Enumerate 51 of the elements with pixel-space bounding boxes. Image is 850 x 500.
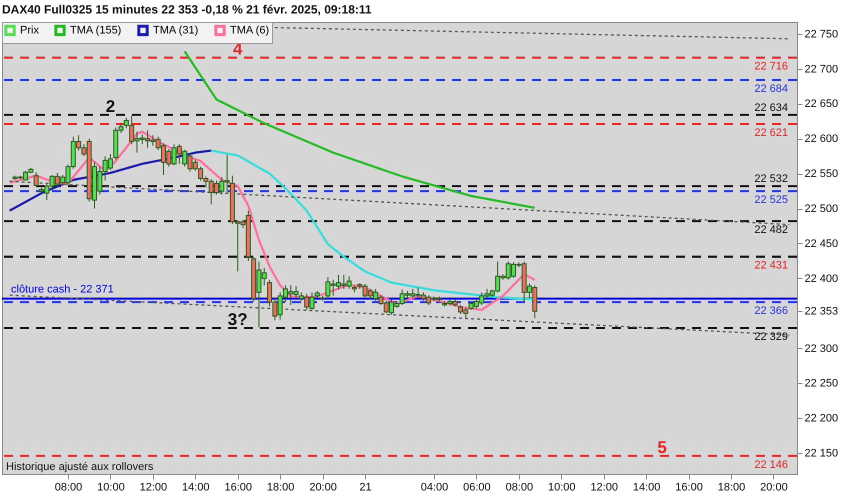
ref-line-label: clôture cash - 22 371 xyxy=(11,284,114,296)
ref-line-label: 22 431 xyxy=(754,260,788,272)
ref-line-label: 22 716 xyxy=(754,60,788,73)
y-tick-label: 22 500 xyxy=(804,203,838,216)
ref-line-label: 22 621 xyxy=(754,126,788,139)
ref-line-label: 22 684 xyxy=(754,82,788,95)
x-tick-label: 20:00 xyxy=(309,482,337,494)
x-tick-label: 16:00 xyxy=(224,482,252,494)
x-tick-label: 20:00 xyxy=(760,482,788,494)
ref-line-label: 22 532 xyxy=(754,173,788,186)
x-tick-label: 12:00 xyxy=(590,482,618,494)
x-tick-label: 08:00 xyxy=(54,482,82,494)
legend-label: TMA (6) xyxy=(230,24,270,36)
y-tick-label: 22 150 xyxy=(804,448,838,460)
x-tick-label: 21 xyxy=(359,482,372,494)
ref-line-label: 22 329 xyxy=(754,330,788,343)
x-tick-label: 14:00 xyxy=(182,482,210,494)
x-tick-label: 14:00 xyxy=(632,482,660,494)
y-tick-label: 22 550 xyxy=(804,168,838,180)
y-tick-label: 22 450 xyxy=(804,238,838,250)
y-tick-label: 22 600 xyxy=(804,133,838,146)
annotation: 5 xyxy=(657,438,667,457)
x-tick-label: 06:00 xyxy=(463,482,491,494)
annotation: Historique ajusté aux rollovers xyxy=(6,461,154,473)
ref-line-label: 22 525 xyxy=(754,194,788,206)
ref-line-label: 22 366 xyxy=(754,305,788,318)
x-tick-label: 18:00 xyxy=(266,482,294,494)
ref-line-label: 22 634 xyxy=(754,102,788,114)
y-tick-label: 22 750 xyxy=(804,28,838,40)
annotation: 2 xyxy=(106,96,116,116)
ref-line-label: 22 146 xyxy=(754,458,788,471)
ref-line-label: 22 482 xyxy=(754,224,788,236)
y-tick-label: 22 353 xyxy=(804,306,838,318)
y-tick-label: 22 300 xyxy=(804,342,838,355)
y-tick-label: 22 400 xyxy=(804,272,838,285)
y-tick-label: 22 650 xyxy=(804,98,838,110)
y-tick-label: 22 200 xyxy=(804,412,838,425)
y-tick-label: 22 250 xyxy=(804,378,838,390)
x-tick-label: 16:00 xyxy=(675,482,703,494)
y-tick-label: 22 700 xyxy=(804,63,838,76)
legend-label: Prix xyxy=(20,24,40,36)
x-tick-label: 18:00 xyxy=(718,482,746,494)
legend-label: TMA (31) xyxy=(153,24,198,36)
legend-label: TMA (155) xyxy=(70,24,122,36)
x-tick-label: 10:00 xyxy=(97,482,125,494)
x-tick-label: 08:00 xyxy=(506,482,534,494)
x-tick-label: 12:00 xyxy=(140,482,168,494)
annotation: 3? xyxy=(228,310,248,329)
x-tick-label: 04:00 xyxy=(420,482,448,494)
chart-title: DAX40 Full0325 15 minutes 22 353 -0,18 % 21 févr. 2025, 09:18:11 xyxy=(2,2,372,16)
x-tick-label: 10:00 xyxy=(548,482,576,494)
